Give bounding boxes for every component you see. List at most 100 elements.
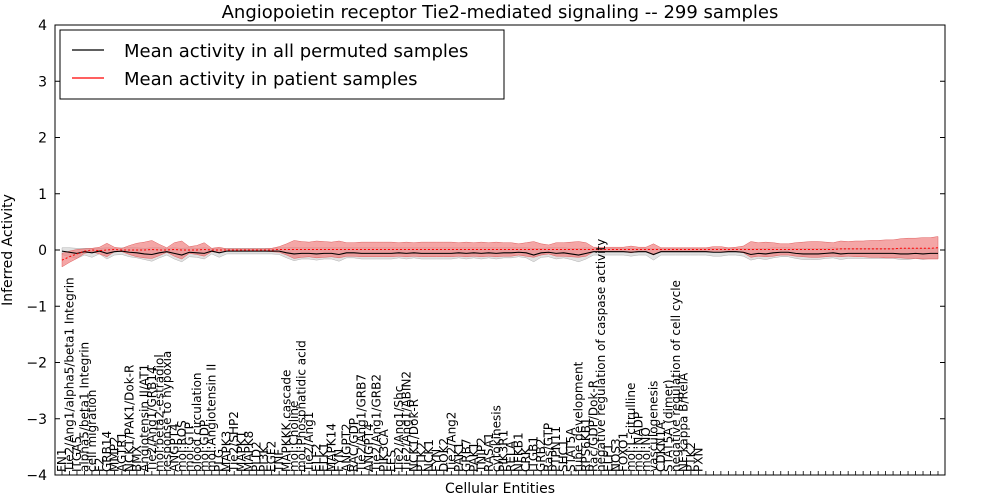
x-tick-label: alpha5/beta1 Integrin [77, 342, 91, 472]
y-tick-label: 2 [38, 131, 47, 147]
x-tick-label: GRB2 [534, 438, 548, 472]
y-tick-label: 4 [38, 18, 47, 34]
x-tick-label: Tie2/Ang1/GRB14 [145, 366, 159, 473]
x-tick-label: MAPK3 [220, 431, 234, 472]
x-tick-label: Ras/GTP [542, 423, 556, 472]
x-tick-label: response to hypoxia [160, 351, 174, 472]
x-tick-label: TNIP2 [474, 437, 488, 473]
x-tick-label: RELA [504, 440, 518, 472]
y-tick-label: −3 [26, 412, 47, 428]
x-tick-label: NCK1 [422, 439, 436, 472]
x-tick-label: PTPN11 [549, 426, 563, 472]
x-tick-label: ANGPT4 [167, 423, 181, 472]
x-tick-label: FYN [332, 449, 346, 472]
x-tick-label: MAPK8 [242, 431, 256, 472]
x-tick-label: STAT5A [564, 427, 578, 472]
x-tick-label: NCK1/PAK1/Dok-R [122, 365, 136, 472]
x-tick-label: GRB7 [459, 438, 473, 472]
x-tick-label: cytokinesis [489, 405, 503, 472]
x-tick-label: mol:GTP [182, 422, 196, 472]
x-tick-label: MAPK1 [235, 431, 249, 472]
legend-box [59, 29, 505, 100]
x-tick-label: PLD2 [250, 441, 264, 472]
x-tick-label: negative regulation of caspase activity [594, 239, 608, 472]
x-tick-label: NF kappa B/RelA [676, 372, 690, 472]
x-tick-label: FYN [429, 449, 443, 472]
y-axis: −4 −3 −2 −1 0 1 2 3 4 [26, 18, 945, 484]
x-tick-label: NOS3 [609, 438, 623, 472]
y-tick-label: −1 [26, 299, 47, 315]
x-tick-label: PI3K [257, 445, 271, 472]
x-tick-label: EGF2 [265, 441, 279, 472]
x-tick-label: MMP2 [107, 436, 121, 472]
y-tick-label: 3 [38, 74, 47, 90]
x-ticks [61, 471, 939, 475]
x-tick-label: FN1 [55, 448, 69, 472]
x-tick-label: mol:Choline [287, 401, 301, 472]
confidence-bands [61, 236, 939, 268]
x-tick-label: cell migration [85, 390, 99, 472]
x-tick-label: blood circulation [190, 372, 204, 472]
x-tick-label: ELF2 [310, 443, 324, 472]
x-tick-label: ITGA5 [70, 436, 84, 472]
patient-band [61, 236, 939, 268]
x-tick-label: PIK3R1 [497, 430, 511, 472]
x-tick-label: Tie2/SHP2 [227, 411, 241, 473]
x-tick-label: tube development [572, 361, 586, 472]
x-tick-label: mol:NADP [632, 412, 646, 472]
x-tick-label: Rac/GDP/Dok-R [587, 380, 601, 472]
x-tick-label: FOXO1 [617, 432, 631, 472]
x-tick-label: mol:beta2-estradiol [152, 354, 166, 472]
x-tick-label: Tie2/Ang1/alpha5/beta1 Integrin [62, 277, 76, 473]
x-tick-label: Angiotensin II/AT1 [137, 364, 151, 472]
x-tick-label: STAT5A (dimer) [661, 379, 675, 472]
x-tick-label: MAPK14 [325, 423, 339, 472]
x-tick-label: NCK1/Dok-R [407, 399, 421, 472]
chart-title: Angiopoietin receptor Tie2-mediated sign… [222, 2, 779, 23]
x-tick-label: RASA1 [482, 432, 496, 472]
x-tick-label: negative regulation of cell cycle [669, 280, 683, 472]
x-tick-label: RPS6KB1 [579, 417, 593, 472]
x-tick-label: CRK [519, 446, 533, 472]
x-tick-label: Tie2/Ang1/GRB2 [369, 374, 383, 473]
x-tick-label: ANGPT2 [340, 423, 354, 472]
x-tick-label: Tie2/Ang1 [302, 412, 316, 473]
permuted-mean-line [61, 250, 938, 256]
x-tick-label: Tie2/Ang1/Shc [392, 386, 406, 473]
x-tick-label: PLG [212, 449, 226, 472]
x-tick-label: ELK1 [317, 442, 331, 472]
x-tick-label: mol:ROS [175, 420, 189, 472]
x-axis-label: Cellular Entities [445, 481, 555, 497]
y-tick-label: 0 [38, 243, 47, 259]
x-tick-label: PIK3CA [377, 428, 391, 472]
x-tick-label: vasculogenesis [646, 381, 660, 472]
x-tick-label: ANGPT4 [362, 423, 376, 472]
x-tick-label: RAC/GDP [347, 418, 361, 472]
x-tick-label: mol:Phosphatidic acid [295, 340, 309, 472]
x-tick-label: mol:GDP [197, 420, 211, 472]
legend-patient-label: Mean activity in patient samples [124, 69, 418, 90]
x-tick-label: AGTR1 [115, 432, 129, 472]
legend-permuted-label: Mean activity in all permuted samples [124, 41, 468, 62]
x-tick-label: GRB14 [100, 431, 114, 472]
legend: Mean activity in all permuted samples Me… [59, 29, 505, 100]
x-tick-label: FES [384, 450, 398, 472]
x-tick-label: PAK1 [452, 442, 466, 472]
x-tick-label: Tie2/Ang1/ABIN2 [399, 371, 413, 473]
y-tick-label: −2 [26, 356, 47, 372]
x-tick-label: NFKB1 [512, 432, 526, 472]
y-tick-label: 1 [38, 187, 47, 203]
x-tick-label: ITGB1 [527, 436, 541, 472]
x-tick-label: PXN [691, 448, 705, 472]
y-tick-label: −4 [26, 468, 47, 484]
x-tick-label: Tie2/Ang1/GRB7 [354, 374, 368, 473]
x-tick-label: ELF1 [602, 443, 616, 472]
x-tick-label: MAPKKK cascade [280, 370, 294, 472]
x-tick-label: F2 [92, 457, 106, 472]
series-lines [61, 247, 939, 261]
x-tick-label: TNF [272, 449, 286, 473]
x-tick-label: mol:Angiotensin II [205, 364, 219, 472]
x-tick-label: SHC1 [557, 439, 571, 472]
